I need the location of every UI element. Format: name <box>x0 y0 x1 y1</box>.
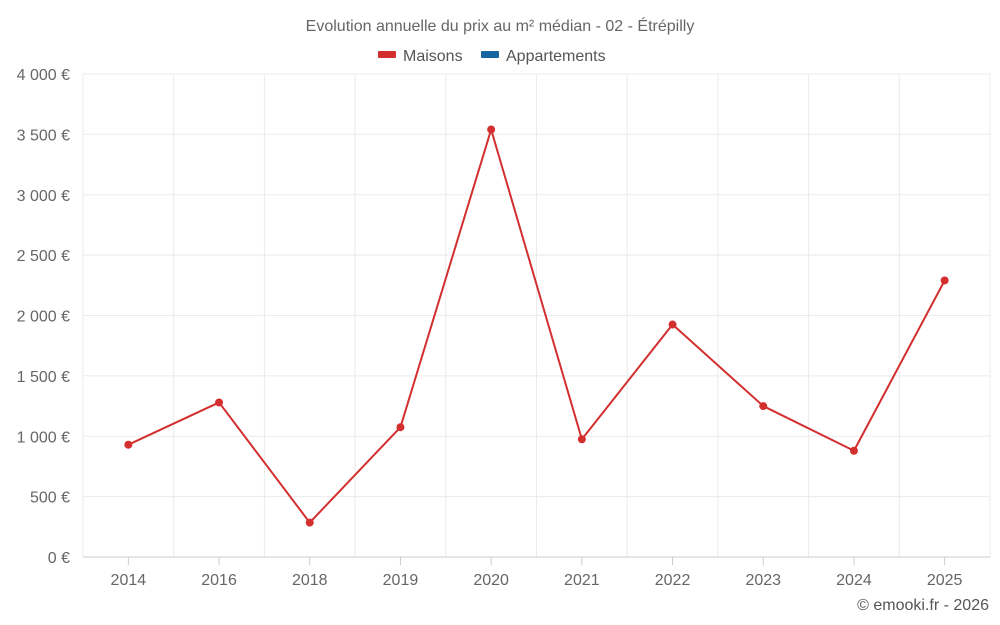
data-point-maisons[interactable] <box>305 518 314 527</box>
grid <box>82 73 991 558</box>
credit-text: © emooki.fr - 2026 <box>857 597 989 614</box>
x-tick-label: 2014 <box>111 572 147 589</box>
axes: 0 € 500 € 1 000 € 1 500 € 2 000 € 2 500 € 3 00… <box>17 67 990 589</box>
x-tick-label: 2016 <box>201 572 237 589</box>
data-point-maisons[interactable] <box>849 446 858 455</box>
data-point-maisons[interactable] <box>759 402 768 411</box>
series-line-maisons <box>127 128 946 524</box>
legend-swatch-appartements <box>481 51 499 58</box>
x-tick-label: 2024 <box>836 572 872 589</box>
data-point-maisons[interactable] <box>124 440 133 449</box>
legend: Maisons Appartements <box>378 48 606 65</box>
data-point-maisons[interactable] <box>215 398 224 407</box>
x-tick-label: 2020 <box>473 572 509 589</box>
y-tick-label: 1 000 € <box>17 429 70 446</box>
legend-swatch-maisons <box>378 51 396 58</box>
series <box>124 125 949 527</box>
x-tick-label: 2018 <box>292 572 328 589</box>
x-tick-label: 2022 <box>655 572 691 589</box>
legend-label-appartements: Appartements <box>506 48 606 65</box>
data-point-maisons[interactable] <box>668 320 677 329</box>
chart-title: Evolution annuelle du prix au m² médian … <box>306 16 695 35</box>
x-tick-label: 2021 <box>564 572 600 589</box>
y-tick-label: 2 000 € <box>17 309 70 326</box>
y-tick-label: 4 000 € <box>17 67 70 84</box>
x-tick-label: 2023 <box>745 572 781 589</box>
x-tick-label: 2025 <box>927 572 963 589</box>
y-tick-label: 3 000 € <box>17 188 70 205</box>
legend-item-maisons[interactable]: Maisons <box>378 48 463 65</box>
y-tick-label: 2 500 € <box>17 248 70 265</box>
legend-item-appartements[interactable]: Appartements <box>481 48 606 65</box>
y-tick-label: 0 € <box>48 550 70 567</box>
data-point-maisons[interactable] <box>577 435 586 444</box>
y-tick-label: 1 500 € <box>17 369 70 386</box>
data-point-maisons[interactable] <box>940 276 949 285</box>
data-point-maisons[interactable] <box>396 423 405 432</box>
data-point-maisons[interactable] <box>487 125 496 134</box>
y-tick-label: 3 500 € <box>17 127 70 144</box>
y-tick-label: 500 € <box>30 490 70 507</box>
legend-label-maisons: Maisons <box>403 48 463 65</box>
x-tick-label: 2019 <box>383 572 419 589</box>
